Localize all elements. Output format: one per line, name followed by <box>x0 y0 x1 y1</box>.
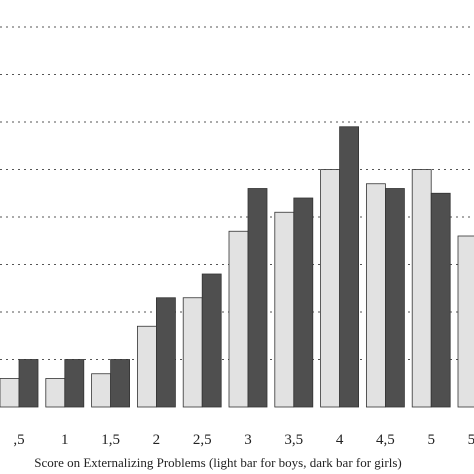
bar-girls-1 <box>64 359 85 408</box>
bar-boys-2 <box>91 373 111 408</box>
bar-girls-7 <box>339 126 360 408</box>
x-tick-label: 5 <box>427 432 435 448</box>
x-tick-label: 3,5 <box>284 432 303 448</box>
x-tick-label: 4 <box>336 432 344 448</box>
bar-boys-1 <box>45 378 66 408</box>
bar-boys-0 <box>0 378 20 408</box>
bar-boys-8 <box>365 183 386 408</box>
x-tick-label: 2,5 <box>193 432 212 448</box>
bar-boys-7 <box>320 169 341 408</box>
x-tick-label: 1 <box>61 432 69 448</box>
bar-girls-6 <box>293 197 314 408</box>
x-tick-label: 5,5 <box>468 432 474 448</box>
bars <box>0 126 474 408</box>
x-tick-label: 1,5 <box>101 432 120 448</box>
x-tick-label: ,5 <box>13 432 24 448</box>
bar-boys-4 <box>182 297 203 408</box>
bar-boys-10 <box>457 235 474 408</box>
x-tick-label: 2 <box>153 432 161 448</box>
bar-boys-9 <box>411 169 432 408</box>
x-tick-label: 3 <box>244 432 252 448</box>
bar-girls-8 <box>384 188 405 408</box>
bar-boys-3 <box>136 325 157 408</box>
bar-girls-0 <box>18 359 39 408</box>
bar-girls-9 <box>430 192 451 408</box>
x-axis-title: Score on Externalizing Problems (light b… <box>34 455 402 470</box>
x-tick-labels: ,511,522,533,544,555,566,5 <box>13 432 474 448</box>
bar-girls-2 <box>110 359 130 408</box>
bar-girls-4 <box>201 273 222 408</box>
x-tick-label: 4,5 <box>376 432 395 448</box>
bar-boys-6 <box>274 211 295 408</box>
bar-girls-5 <box>247 188 268 408</box>
bar-boys-5 <box>228 230 249 408</box>
bar-girls-3 <box>155 297 176 408</box>
